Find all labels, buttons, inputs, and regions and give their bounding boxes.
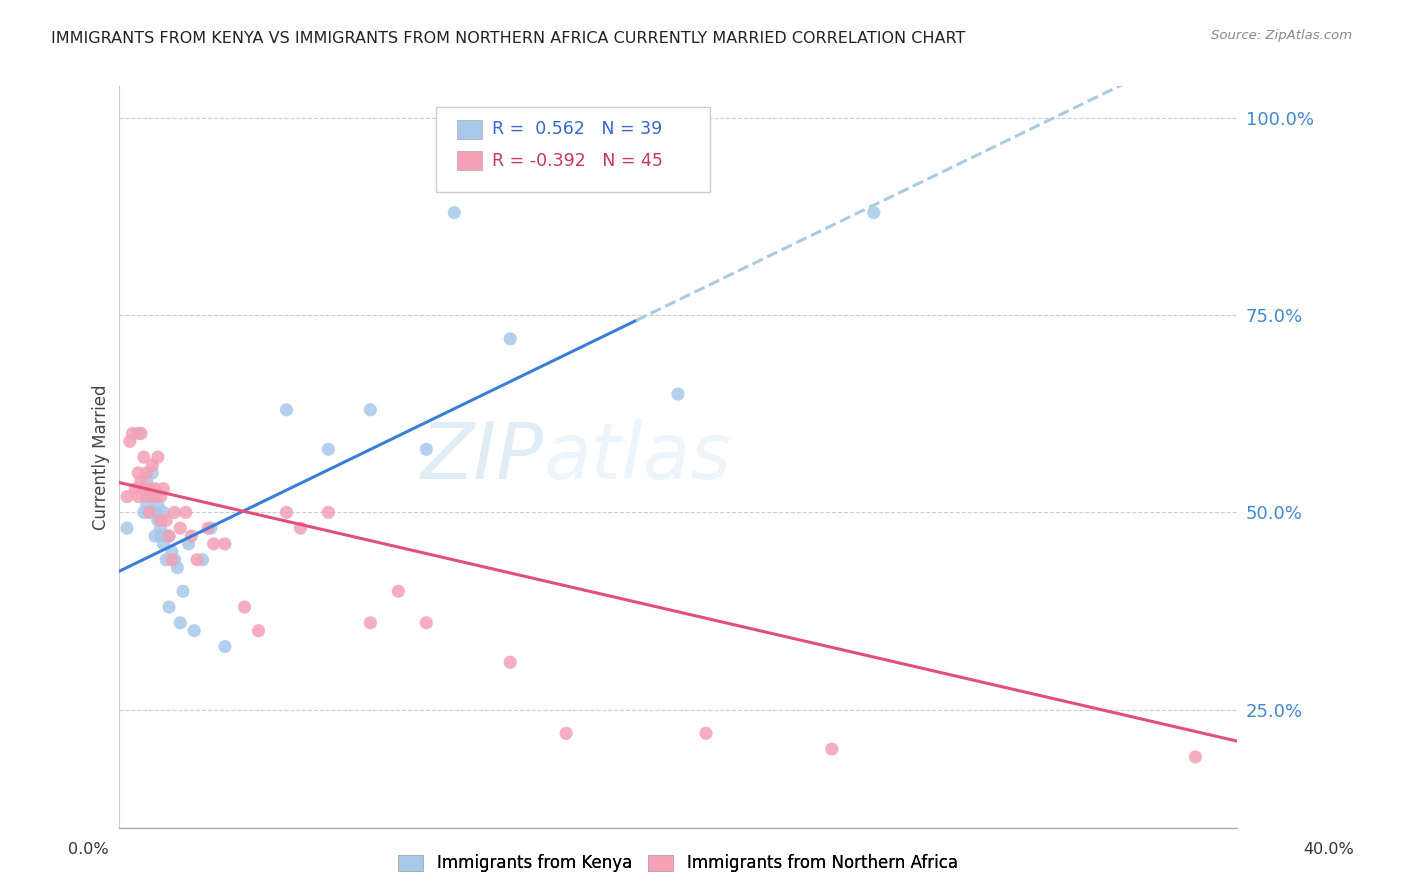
Point: [862, 205, 884, 219]
Point: [276, 505, 298, 519]
Point: [143, 529, 166, 543]
Point: [118, 434, 141, 449]
Point: [138, 482, 160, 496]
Text: 0.0%: 0.0%: [69, 842, 108, 856]
Text: R =  0.562   N = 39: R = 0.562 N = 39: [492, 120, 662, 138]
Point: [169, 615, 191, 630]
Point: [149, 521, 172, 535]
Point: [163, 505, 186, 519]
Point: [155, 513, 177, 527]
Text: Source: ZipAtlas.com: Source: ZipAtlas.com: [1212, 29, 1353, 42]
Point: [821, 742, 844, 756]
Point: [169, 521, 191, 535]
Point: [174, 505, 197, 519]
Point: [177, 537, 200, 551]
Point: [155, 552, 177, 566]
Point: [141, 466, 163, 480]
Point: [157, 529, 180, 543]
Point: [160, 552, 183, 566]
Point: [121, 426, 143, 441]
Point: [152, 505, 174, 519]
Point: [202, 537, 225, 551]
Point: [135, 474, 157, 488]
Point: [160, 545, 183, 559]
Point: [214, 640, 236, 654]
Point: [149, 513, 172, 527]
Point: [555, 726, 578, 740]
Point: [124, 482, 146, 496]
Point: [149, 529, 172, 543]
Point: [155, 529, 177, 543]
Point: [1184, 750, 1206, 764]
Point: [138, 505, 160, 519]
Point: [666, 387, 689, 401]
Point: [127, 466, 149, 480]
Point: [359, 402, 381, 417]
Text: ZIP: ZIP: [420, 419, 544, 495]
Point: [132, 505, 155, 519]
Point: [387, 584, 409, 599]
Point: [318, 442, 340, 457]
Text: R = -0.392   N = 45: R = -0.392 N = 45: [492, 152, 664, 169]
Point: [127, 490, 149, 504]
Point: [152, 537, 174, 551]
Point: [115, 490, 138, 504]
Text: 40.0%: 40.0%: [1303, 842, 1354, 856]
Point: [132, 450, 155, 465]
Point: [359, 615, 381, 630]
Point: [135, 490, 157, 504]
Point: [200, 521, 222, 535]
Point: [129, 474, 152, 488]
Point: [499, 332, 522, 346]
Text: IMMIGRANTS FROM KENYA VS IMMIGRANTS FROM NORTHERN AFRICA CURRENTLY MARRIED CORRE: IMMIGRANTS FROM KENYA VS IMMIGRANTS FROM…: [51, 31, 965, 46]
Point: [157, 600, 180, 615]
Point: [695, 726, 717, 740]
Point: [415, 615, 437, 630]
Point: [214, 537, 236, 551]
Point: [157, 529, 180, 543]
Point: [135, 498, 157, 512]
Point: [143, 482, 166, 496]
Point: [129, 426, 152, 441]
Point: [186, 552, 208, 566]
Point: [138, 505, 160, 519]
Point: [127, 426, 149, 441]
Y-axis label: Currently Married: Currently Married: [93, 384, 110, 530]
Point: [115, 521, 138, 535]
Point: [443, 205, 465, 219]
Point: [146, 498, 169, 512]
Point: [415, 442, 437, 457]
Point: [143, 490, 166, 504]
Point: [135, 466, 157, 480]
Point: [143, 505, 166, 519]
Point: [132, 482, 155, 496]
Point: [191, 552, 214, 566]
Point: [247, 624, 270, 638]
Point: [172, 584, 194, 599]
Point: [146, 513, 169, 527]
Point: [138, 482, 160, 496]
Point: [152, 482, 174, 496]
Point: [180, 529, 202, 543]
Point: [141, 490, 163, 504]
Text: atlas: atlas: [544, 419, 731, 495]
Point: [233, 600, 256, 615]
Point: [183, 624, 205, 638]
Point: [197, 521, 219, 535]
Point: [163, 552, 186, 566]
Point: [149, 490, 172, 504]
Point: [141, 458, 163, 472]
Point: [146, 450, 169, 465]
Point: [290, 521, 312, 535]
Point: [499, 655, 522, 669]
Point: [276, 402, 298, 417]
Point: [166, 560, 188, 574]
Point: [318, 505, 340, 519]
Legend: Immigrants from Kenya, Immigrants from Northern Africa: Immigrants from Kenya, Immigrants from N…: [391, 847, 965, 879]
